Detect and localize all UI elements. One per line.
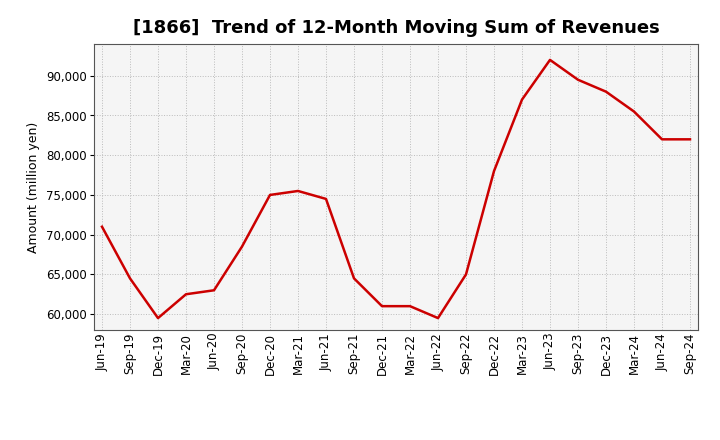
- Y-axis label: Amount (million yen): Amount (million yen): [27, 121, 40, 253]
- Title: [1866]  Trend of 12-Month Moving Sum of Revenues: [1866] Trend of 12-Month Moving Sum of R…: [132, 19, 660, 37]
